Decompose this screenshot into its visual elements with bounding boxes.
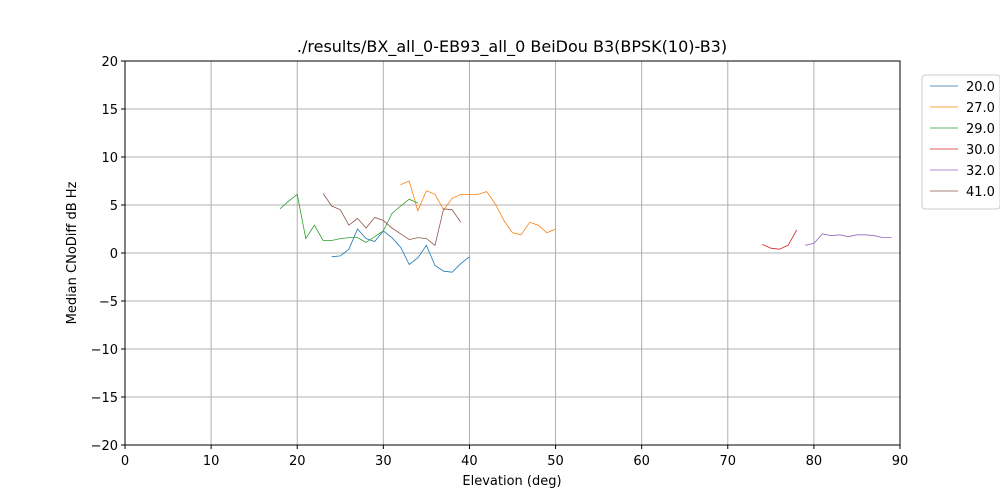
chart-title: ./results/BX_all_0-EB93_all_0 BeiDou B3(… — [297, 37, 727, 57]
x-tick-label: 60 — [633, 454, 650, 469]
y-tick-label: −20 — [91, 439, 118, 454]
series-line-27.0 — [400, 180, 556, 236]
series-lines — [279, 180, 892, 273]
legend-label: 30.0 — [966, 143, 995, 158]
x-axis: 0 10 20 30 40 50 60 70 80 90 — [121, 445, 908, 469]
series-line-29.0 — [279, 193, 418, 243]
legend-label: 20.0 — [966, 80, 995, 95]
grid — [124, 60, 901, 446]
x-tick-label: 80 — [806, 454, 823, 469]
y-tick-label: −10 — [91, 343, 118, 358]
x-axis-label: Elevation (deg) — [462, 474, 561, 489]
x-tick-label: 70 — [720, 454, 737, 469]
y-tick-label: −15 — [91, 391, 118, 406]
series-line-20.0 — [331, 228, 470, 273]
y-axis-label: Median CNoDiff dB Hz — [65, 181, 80, 324]
legend-label: 41.0 — [966, 185, 995, 200]
y-axis: −20 −15 −10 −5 0 5 10 15 20 — [91, 55, 125, 454]
y-tick-label: 15 — [101, 103, 118, 118]
y-tick-label: 10 — [101, 151, 118, 166]
legend-label: 27.0 — [966, 101, 995, 116]
y-tick-label: 0 — [110, 247, 118, 262]
legend-label: 29.0 — [966, 122, 995, 137]
legend-label: 32.0 — [966, 164, 995, 179]
y-tick-label: −5 — [99, 295, 118, 310]
x-tick-label: 0 — [121, 454, 129, 469]
x-tick-label: 90 — [892, 454, 909, 469]
legend-box — [921, 74, 1000, 210]
x-tick-label: 50 — [547, 454, 564, 469]
x-tick-label: 10 — [203, 454, 220, 469]
legend: 20.0 27.0 29.0 30.0 32.0 41.0 — [921, 74, 1000, 210]
x-tick-label: 20 — [289, 454, 306, 469]
y-tick-label: 20 — [101, 55, 118, 70]
series-line-41.0 — [322, 193, 462, 246]
series-line-30.0 — [762, 229, 798, 250]
x-tick-label: 30 — [375, 454, 392, 469]
x-tick-label: 40 — [461, 454, 478, 469]
y-tick-label: 5 — [110, 199, 118, 214]
series-line-32.0 — [805, 233, 892, 246]
